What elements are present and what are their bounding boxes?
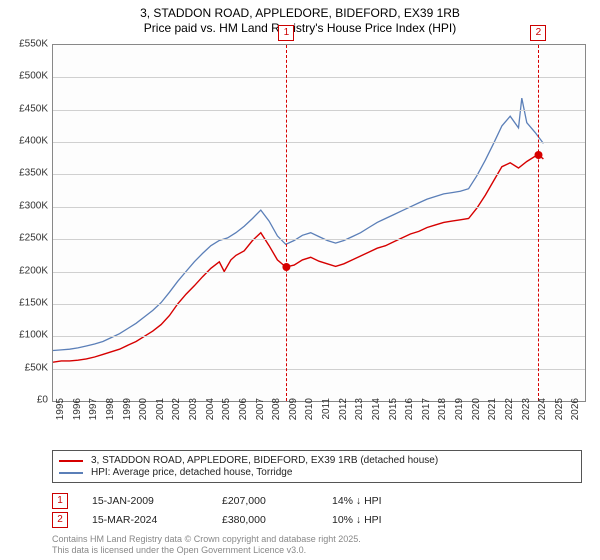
x-axis-label: 2012: [338, 398, 349, 438]
gridline: [53, 369, 585, 370]
legend-label-property: 3, STADDON ROAD, APPLEDORE, BIDEFORD, EX…: [91, 455, 438, 466]
x-axis-label: 2025: [554, 398, 565, 438]
y-axis-label: £350K: [4, 168, 48, 179]
series-hpi: [53, 98, 543, 350]
x-axis-label: 2022: [504, 398, 515, 438]
x-axis-label: 1999: [122, 398, 133, 438]
x-axis-label: 2021: [487, 398, 498, 438]
y-axis-label: £450K: [4, 103, 48, 114]
footnote-line2: This data is licensed under the Open Gov…: [52, 545, 361, 556]
y-axis-label: £150K: [4, 297, 48, 308]
x-axis-label: 1995: [55, 398, 66, 438]
footnote: Contains HM Land Registry data © Crown c…: [52, 534, 361, 556]
y-axis-label: £250K: [4, 233, 48, 244]
event-hpi-1: 14% ↓ HPI: [332, 495, 442, 507]
footnote-line1: Contains HM Land Registry data © Crown c…: [52, 534, 361, 545]
plot-svg: [53, 45, 585, 401]
event-date-2: 15-MAR-2024: [92, 514, 222, 526]
legend-swatch-hpi: [59, 472, 83, 474]
gridline: [53, 207, 585, 208]
x-axis-label: 2018: [437, 398, 448, 438]
event-marker-box: 1: [278, 25, 294, 41]
y-axis-label: £300K: [4, 200, 48, 211]
legend: 3, STADDON ROAD, APPLEDORE, BIDEFORD, EX…: [52, 450, 582, 483]
gridline: [53, 239, 585, 240]
x-axis-label: 2017: [421, 398, 432, 438]
legend-label-hpi: HPI: Average price, detached house, Torr…: [91, 467, 292, 478]
y-axis-label: £50K: [4, 362, 48, 373]
gridline: [53, 304, 585, 305]
legend-row-hpi: HPI: Average price, detached house, Torr…: [59, 467, 575, 478]
x-axis-label: 2015: [388, 398, 399, 438]
y-axis-label: £200K: [4, 265, 48, 276]
title-subtitle: Price paid vs. HM Land Registry's House …: [0, 21, 600, 35]
title-address: 3, STADDON ROAD, APPLEDORE, BIDEFORD, EX…: [0, 6, 600, 20]
x-axis-label: 1998: [105, 398, 116, 438]
x-axis-label: 1997: [88, 398, 99, 438]
gridline: [53, 174, 585, 175]
x-axis-label: 2024: [537, 398, 548, 438]
x-axis-label: 2003: [188, 398, 199, 438]
x-axis-label: 2000: [138, 398, 149, 438]
x-axis-label: 2026: [570, 398, 581, 438]
y-axis-label: £500K: [4, 71, 48, 82]
x-axis-label: 2023: [521, 398, 532, 438]
x-axis-label: 2013: [354, 398, 365, 438]
gridline: [53, 142, 585, 143]
x-axis-label: 2004: [205, 398, 216, 438]
x-axis-label: 2014: [371, 398, 382, 438]
event-line: [538, 45, 539, 401]
x-axis-label: 2020: [471, 398, 482, 438]
event-marker-box: 2: [530, 25, 546, 41]
event-price-1: £207,000: [222, 495, 332, 507]
event-row-2: 2 15-MAR-2024 £380,000 10% ↓ HPI: [52, 512, 582, 528]
gridline: [53, 110, 585, 111]
gridline: [53, 272, 585, 273]
x-axis-label: 2009: [288, 398, 299, 438]
event-date-1: 15-JAN-2009: [92, 495, 222, 507]
legend-row-property: 3, STADDON ROAD, APPLEDORE, BIDEFORD, EX…: [59, 455, 575, 466]
event-hpi-2: 10% ↓ HPI: [332, 514, 442, 526]
title-block: 3, STADDON ROAD, APPLEDORE, BIDEFORD, EX…: [0, 0, 600, 37]
y-axis-label: £550K: [4, 39, 48, 50]
x-axis-label: 2008: [271, 398, 282, 438]
chart-area: 12: [52, 44, 586, 402]
x-axis-label: 2011: [321, 398, 332, 438]
x-axis-label: 2016: [404, 398, 415, 438]
y-axis-label: £0: [4, 395, 48, 406]
x-axis-label: 2010: [304, 398, 315, 438]
y-axis-label: £100K: [4, 330, 48, 341]
legend-swatch-property: [59, 460, 83, 462]
event-num-2: 2: [52, 512, 68, 528]
events-table: 1 15-JAN-2009 £207,000 14% ↓ HPI 2 15-MA…: [52, 490, 582, 531]
x-axis-label: 2019: [454, 398, 465, 438]
y-axis-label: £400K: [4, 136, 48, 147]
x-axis-label: 2007: [255, 398, 266, 438]
x-axis-label: 2006: [238, 398, 249, 438]
gridline: [53, 77, 585, 78]
chart-container: 3, STADDON ROAD, APPLEDORE, BIDEFORD, EX…: [0, 0, 600, 560]
gridline: [53, 336, 585, 337]
event-row-1: 1 15-JAN-2009 £207,000 14% ↓ HPI: [52, 493, 582, 509]
event-num-1: 1: [52, 493, 68, 509]
x-axis-label: 2005: [221, 398, 232, 438]
event-price-2: £380,000: [222, 514, 332, 526]
event-line: [286, 45, 287, 401]
x-axis-label: 2001: [155, 398, 166, 438]
x-axis-label: 2002: [171, 398, 182, 438]
x-axis-label: 1996: [72, 398, 83, 438]
